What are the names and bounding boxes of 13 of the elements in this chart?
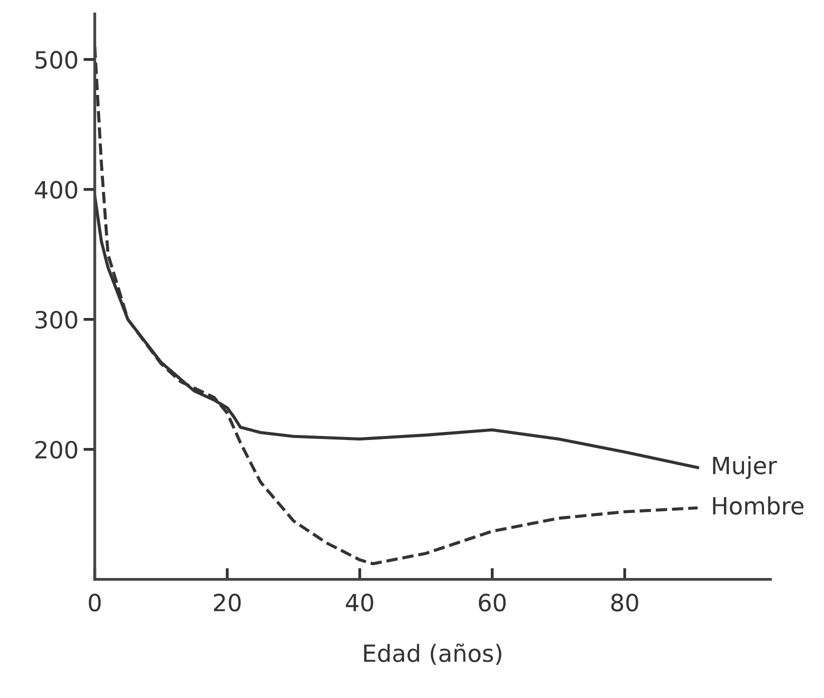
series-label: Mujer (713, 456, 777, 479)
series-label: Hombre (713, 496, 804, 515)
line-series (94, 44, 700, 566)
x-tick-label: 80 (611, 594, 638, 612)
x-tick-label: 40 (346, 594, 374, 612)
x-tick-label: 60 (478, 594, 506, 612)
y-tick-label: 500 (36, 50, 78, 69)
y-tick-label: 200 (35, 440, 78, 459)
x-axis-title: Edad (años) (364, 643, 502, 665)
x-tick-label: 20 (214, 594, 241, 612)
y-tick-label: 300 (36, 310, 78, 329)
x-tick-label: 0 (88, 594, 101, 612)
y-tick-label: 400 (34, 180, 78, 199)
